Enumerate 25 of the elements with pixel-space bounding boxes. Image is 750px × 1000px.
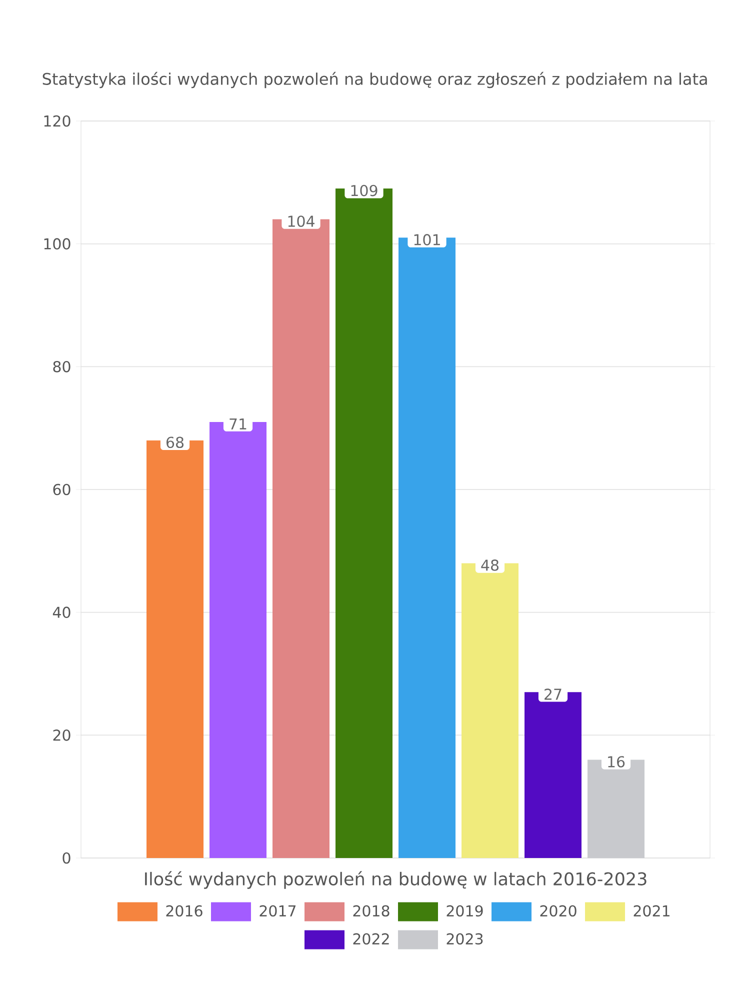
data-label: 27 xyxy=(544,688,562,700)
chart-title: Statystyka ilości wydanych pozwoleń na budowę oraz zgłoszeń z podziałem na lata xyxy=(42,72,707,88)
legend-label: 2016 xyxy=(166,905,202,917)
y-tick-label: 80 xyxy=(53,361,70,372)
data-label: 16 xyxy=(608,756,625,768)
y-tick-label: 120 xyxy=(44,115,70,127)
y-tick-label: 20 xyxy=(53,730,70,741)
legend-label: 2017 xyxy=(260,905,296,917)
data-label: 104 xyxy=(288,216,314,227)
data-label: 68 xyxy=(166,436,184,448)
data-label: 71 xyxy=(230,418,246,430)
y-tick-label: 100 xyxy=(44,238,70,250)
y-tick-label: 0 xyxy=(62,852,70,864)
y-tick-label: 40 xyxy=(52,606,70,618)
legend-label: 2022 xyxy=(353,933,389,945)
x-axis-title: Ilość wydanych pozwoleń na budowę w latach 2016-2023 xyxy=(145,871,646,889)
legend-label: 2023 xyxy=(446,933,483,945)
data-label: 109 xyxy=(351,184,378,196)
legend-label: 2019 xyxy=(446,905,483,917)
legend-label: 2020 xyxy=(540,905,576,917)
legend-label: 2018 xyxy=(353,905,390,917)
data-label: 101 xyxy=(414,234,440,246)
legend-label: 2021 xyxy=(634,905,670,917)
y-tick-label: 60 xyxy=(53,484,70,496)
data-label: 48 xyxy=(481,560,499,571)
